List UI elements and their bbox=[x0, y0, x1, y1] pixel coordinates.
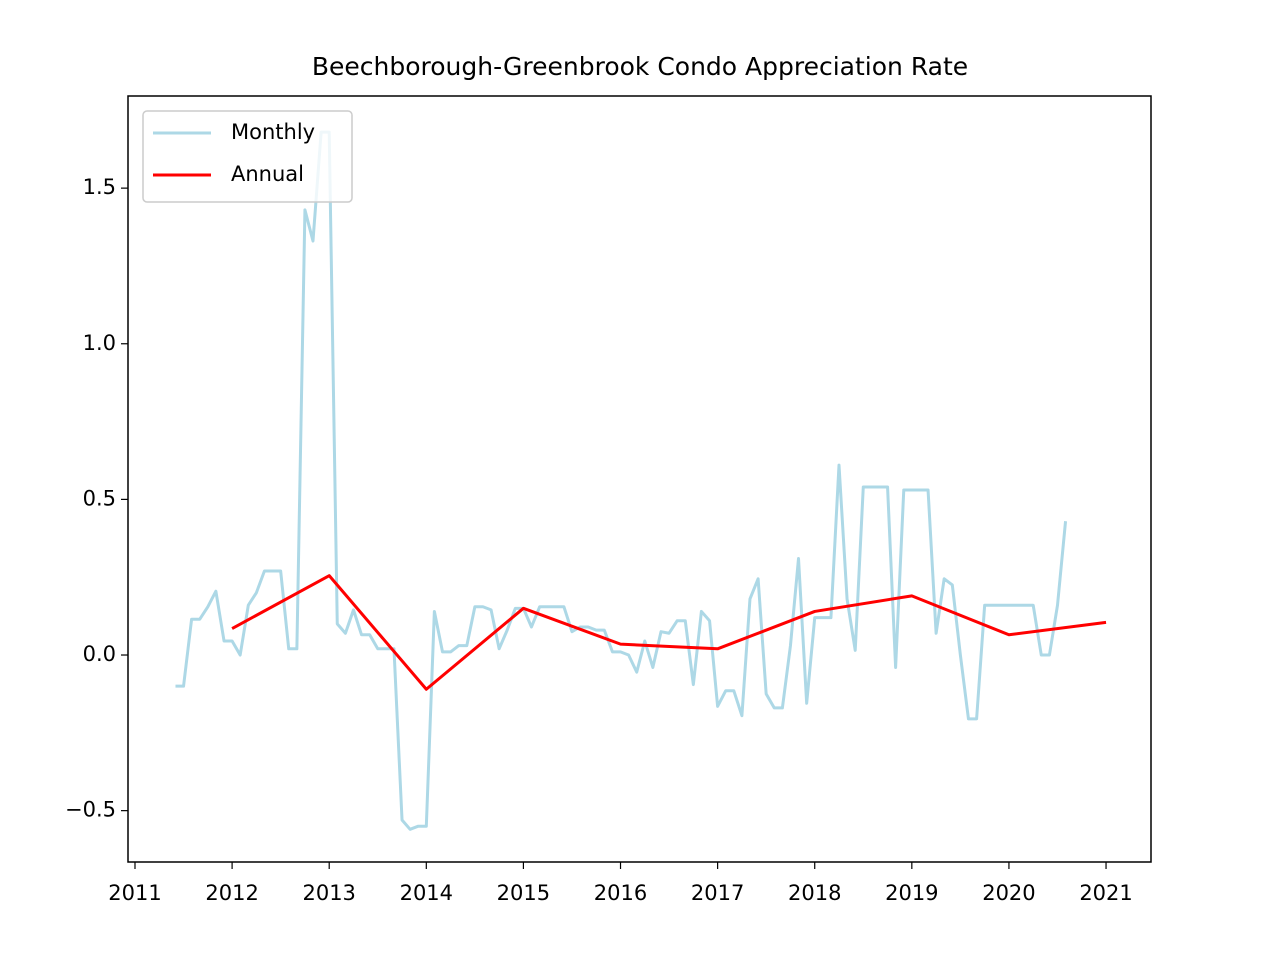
x-tick-label: 2019 bbox=[885, 881, 938, 905]
x-tick-label: 2012 bbox=[205, 881, 258, 905]
chart-title: Beechborough-Greenbrook Condo Appreciati… bbox=[312, 52, 968, 81]
y-tick-label: 1.0 bbox=[83, 331, 116, 355]
x-tick-label: 2020 bbox=[982, 881, 1035, 905]
legend-label: Annual bbox=[231, 162, 304, 186]
y-tick-label: 0.0 bbox=[83, 642, 116, 666]
x-tick-label: 2015 bbox=[497, 881, 550, 905]
legend: Monthly Annual bbox=[142, 110, 353, 203]
x-tick-label: 2021 bbox=[1079, 881, 1132, 905]
y-tick-label: 0.5 bbox=[83, 486, 116, 510]
legend-label: Monthly bbox=[231, 120, 315, 144]
plot-frame bbox=[127, 95, 1152, 863]
y-tick-label: 1.5 bbox=[83, 175, 116, 199]
y-tick-label: −0.5 bbox=[65, 798, 116, 822]
series-line bbox=[231, 574, 1107, 691]
x-tick-label: 2011 bbox=[108, 881, 161, 905]
x-tick-label: 2018 bbox=[788, 881, 841, 905]
x-tick-label: 2017 bbox=[691, 881, 744, 905]
x-tick-label: 2016 bbox=[594, 881, 647, 905]
x-tick-label: 2014 bbox=[400, 881, 453, 905]
x-tick-label: 2013 bbox=[302, 881, 355, 905]
